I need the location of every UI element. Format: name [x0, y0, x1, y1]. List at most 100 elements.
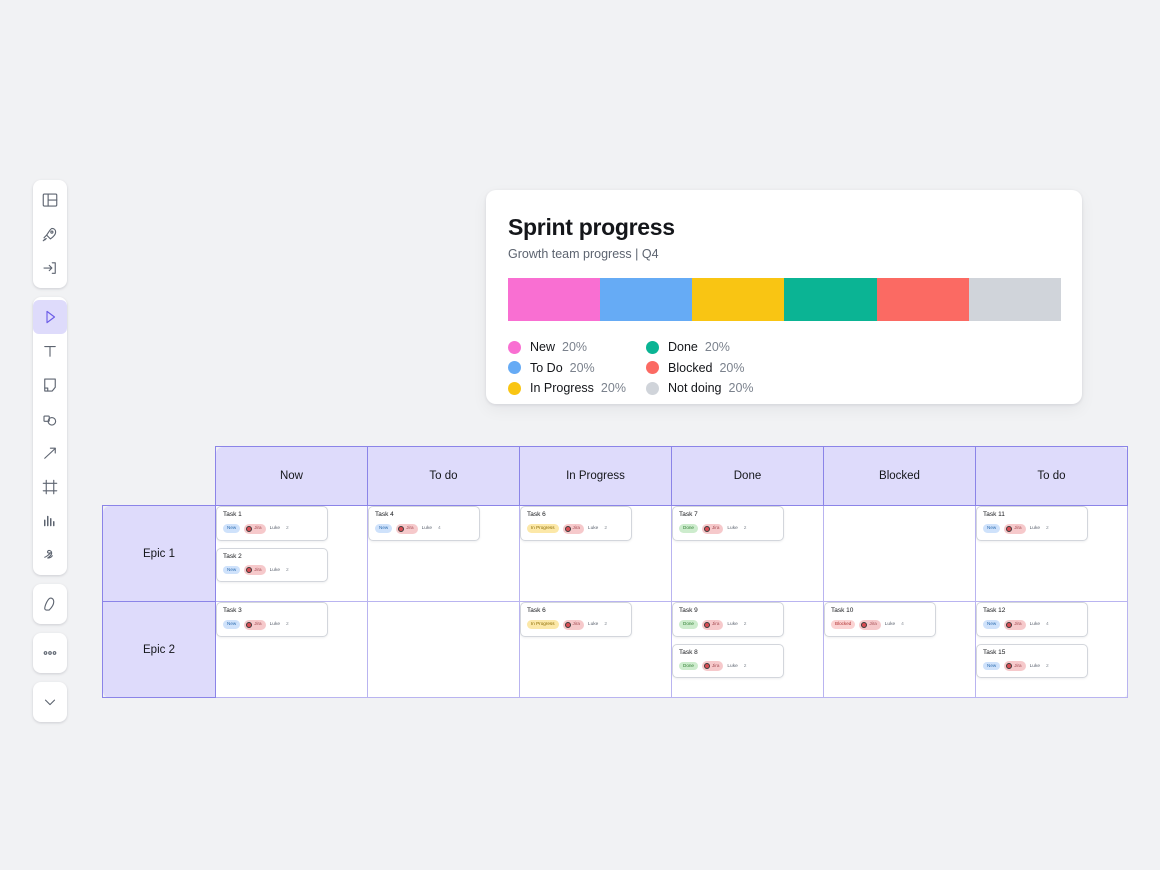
task-card[interactable]: Task 1 New Jira Luke 2: [216, 506, 328, 541]
task-card[interactable]: Task 2 New Jira Luke 2: [216, 547, 328, 582]
collapse-group: [33, 682, 67, 722]
jira-icon: [246, 567, 253, 573]
board-cell[interactable]: Task 3 New Jira Luke 2: [215, 601, 368, 698]
source-label: Jira: [254, 525, 262, 531]
source-label: Jira: [1014, 525, 1022, 531]
jira-icon: [703, 525, 710, 532]
view-group: [33, 180, 67, 288]
sprint-progress-card: Sprint progress Growth team progress | Q…: [486, 190, 1082, 404]
task-card[interactable]: Task 15 New Jira Luke 2: [976, 643, 1088, 678]
legend-percent: 20%: [728, 381, 754, 396]
chart-icon[interactable]: [33, 504, 67, 538]
board-cell[interactable]: Task 10 Blocked Jira Luke 4: [823, 601, 976, 698]
progress-segment: [692, 278, 785, 321]
legend-percent: 20%: [719, 360, 745, 375]
task-card[interactable]: Task 10 Blocked Jira Luke 4: [824, 602, 936, 637]
task-card[interactable]: Task 6 In Progress Jira Luke 2: [520, 506, 632, 541]
epic-board: Now To do In Progress Done Blocked To do Epic …: [102, 446, 1128, 698]
board-cell[interactable]: Task 1 New Jira Luke 2 Task 2 New Jira Luke 2: [215, 505, 368, 602]
board-cell[interactable]: Task 9 Done Jira Luke 2 Task 8 Done Jira Luke 2: [671, 601, 824, 698]
board-cell[interactable]: Task 6 In Progress Jira Luke 2: [519, 505, 672, 602]
board-cell[interactable]: Task 11 New Jira Luke 2: [975, 505, 1128, 602]
task-meta: In Progress Jira Luke 2: [527, 523, 625, 534]
task-card[interactable]: Task 4 New Jira Luke 4: [368, 506, 480, 541]
task-card[interactable]: Task 9 Done Jira Luke 2: [672, 602, 784, 637]
column-header[interactable]: To do: [367, 446, 520, 506]
legend-color-dot: [646, 340, 659, 354]
task-title: Task 3: [223, 607, 242, 614]
legend-color-dot: [646, 361, 659, 375]
pen-icon[interactable]: [33, 538, 67, 572]
story-points: 2: [743, 526, 747, 531]
rocket-icon[interactable]: [33, 217, 67, 251]
task-meta: New Jira Luke 2: [223, 565, 321, 575]
jira-source-chip: Jira: [701, 523, 724, 534]
progress-segment: [600, 278, 693, 321]
column-header[interactable]: Done: [671, 446, 824, 506]
board-cell[interactable]: Task 12 New Jira Luke 4 Task 15 New Jira Luke 2: [975, 601, 1128, 698]
legend-label: Not doing: [668, 381, 722, 396]
status-badge: Done: [679, 620, 698, 629]
task-card[interactable]: Task 7 Done Jira Luke 2: [672, 506, 784, 541]
text-icon[interactable]: [33, 334, 67, 368]
legend-item: In Progress 20%: [508, 378, 646, 399]
board-cell[interactable]: [367, 601, 520, 698]
status-badge: New: [375, 524, 393, 533]
legend-label: Done: [668, 340, 698, 355]
board-cell[interactable]: [823, 505, 976, 602]
column-header[interactable]: Blocked: [823, 446, 976, 506]
status-badge: New: [223, 565, 241, 575]
shapes-icon[interactable]: [33, 402, 67, 436]
board-cell[interactable]: Task 7 Done Jira Luke 2: [671, 505, 824, 602]
assignee-label: Luke: [884, 622, 896, 627]
assignee-label: Luke: [727, 526, 738, 531]
card-subtitle: Growth team progress | Q4: [508, 247, 659, 261]
legend-label: In Progress: [530, 381, 594, 396]
task-card[interactable]: Task 6 In Progress Jira Luke 2: [520, 602, 632, 637]
jira-icon: [564, 525, 571, 532]
task-card[interactable]: Task 12 New Jira Luke 4: [976, 602, 1088, 637]
assignee-label: Luke: [727, 663, 738, 669]
jira-icon: [703, 621, 710, 628]
task-card[interactable]: Task 8 Done Jira Luke 2: [672, 643, 784, 678]
arrow-icon[interactable]: [33, 436, 67, 470]
row-header-epic-1[interactable]: Epic 1: [102, 505, 216, 602]
task-meta: New Jira Luke 4: [983, 619, 1081, 630]
jira-source-chip: Jira: [244, 619, 266, 630]
eraser-group: [33, 584, 67, 624]
task-card[interactable]: Task 3 New Jira Luke 2: [216, 602, 328, 637]
board-table: Now To do In Progress Done Blocked To do Epic …: [102, 446, 1128, 698]
task-card[interactable]: Task 11 New Jira Luke 2: [976, 506, 1088, 541]
legend-percent: 20%: [569, 360, 595, 375]
column-header[interactable]: To do: [975, 446, 1128, 506]
story-points: 2: [743, 622, 747, 627]
legend-color-dot: [646, 381, 659, 395]
chevron-down-icon[interactable]: [33, 685, 67, 719]
column-header[interactable]: In Progress: [519, 446, 672, 506]
jira-icon: [398, 525, 405, 532]
legend-item: To Do 20%: [508, 358, 646, 379]
source-label: Jira: [254, 566, 262, 572]
progress-segment: [876, 278, 969, 321]
assignee-label: Luke: [727, 622, 738, 627]
row-header-epic-2[interactable]: Epic 2: [102, 601, 216, 698]
eraser-icon[interactable]: [33, 587, 67, 621]
story-points: 2: [286, 526, 289, 531]
jira-source-chip: Jira: [244, 523, 266, 534]
task-meta: New Jira Luke 2: [223, 619, 321, 630]
frame-icon[interactable]: [33, 470, 67, 504]
sticky-note-icon[interactable]: [33, 368, 67, 402]
board-cell[interactable]: Task 6 In Progress Jira Luke 2: [519, 601, 672, 698]
column-header[interactable]: Now: [215, 446, 368, 506]
task-meta: Done Jira Luke 2: [679, 523, 777, 534]
login-arrow-icon[interactable]: [33, 251, 67, 285]
progress-segment: [508, 278, 601, 321]
cursor-icon[interactable]: [33, 300, 67, 334]
legend-label: New: [530, 340, 556, 355]
more-dots-icon[interactable]: [33, 636, 67, 670]
panel-layout-icon[interactable]: [33, 183, 67, 217]
task-meta: Done Jira Luke 2: [679, 661, 777, 671]
board-cell[interactable]: Task 4 New Jira Luke 4: [367, 505, 520, 602]
story-points: 2: [1046, 663, 1049, 669]
